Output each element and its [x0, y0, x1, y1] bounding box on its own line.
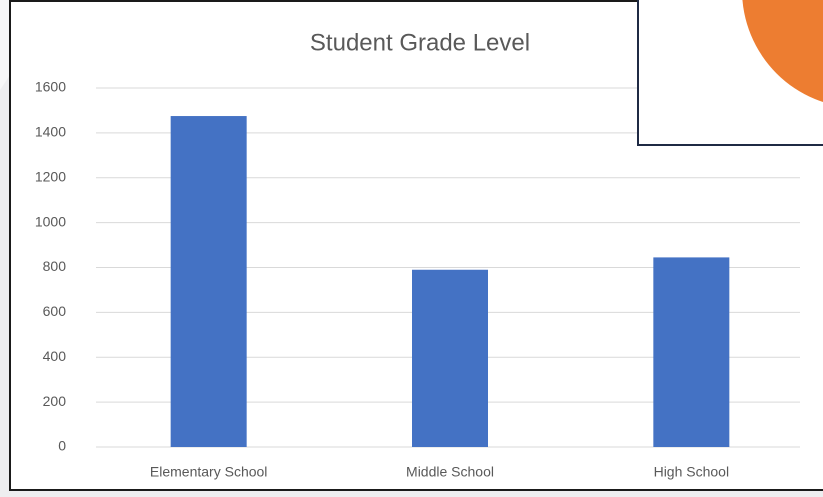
y-tick-label: 200	[43, 393, 67, 409]
y-tick-label: 1200	[35, 168, 66, 184]
bar	[412, 269, 488, 447]
chart-title: Student Grade Level	[310, 29, 530, 56]
orange-circle	[742, 0, 823, 103]
y-tick-label: 800	[43, 258, 67, 274]
y-tick-label: 600	[43, 303, 67, 319]
bar	[653, 257, 730, 447]
x-tick-label: High School	[654, 464, 730, 480]
y-tick-label: 1000	[35, 213, 66, 229]
y-tick-label: 1400	[35, 124, 66, 140]
x-tick-label: Middle School	[406, 464, 494, 480]
plot: 0 200 400 600 800 1000 1200 1400 1600 Elementary …	[35, 79, 800, 480]
y-tick-label: 400	[43, 348, 67, 364]
bar	[170, 116, 247, 447]
y-tick-label: 0	[58, 438, 66, 454]
y-tick-label: 1600	[35, 79, 66, 95]
x-tick-label: Elementary School	[150, 464, 268, 480]
